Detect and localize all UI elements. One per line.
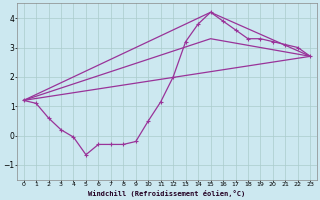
- X-axis label: Windchill (Refroidissement éolien,°C): Windchill (Refroidissement éolien,°C): [88, 190, 245, 197]
